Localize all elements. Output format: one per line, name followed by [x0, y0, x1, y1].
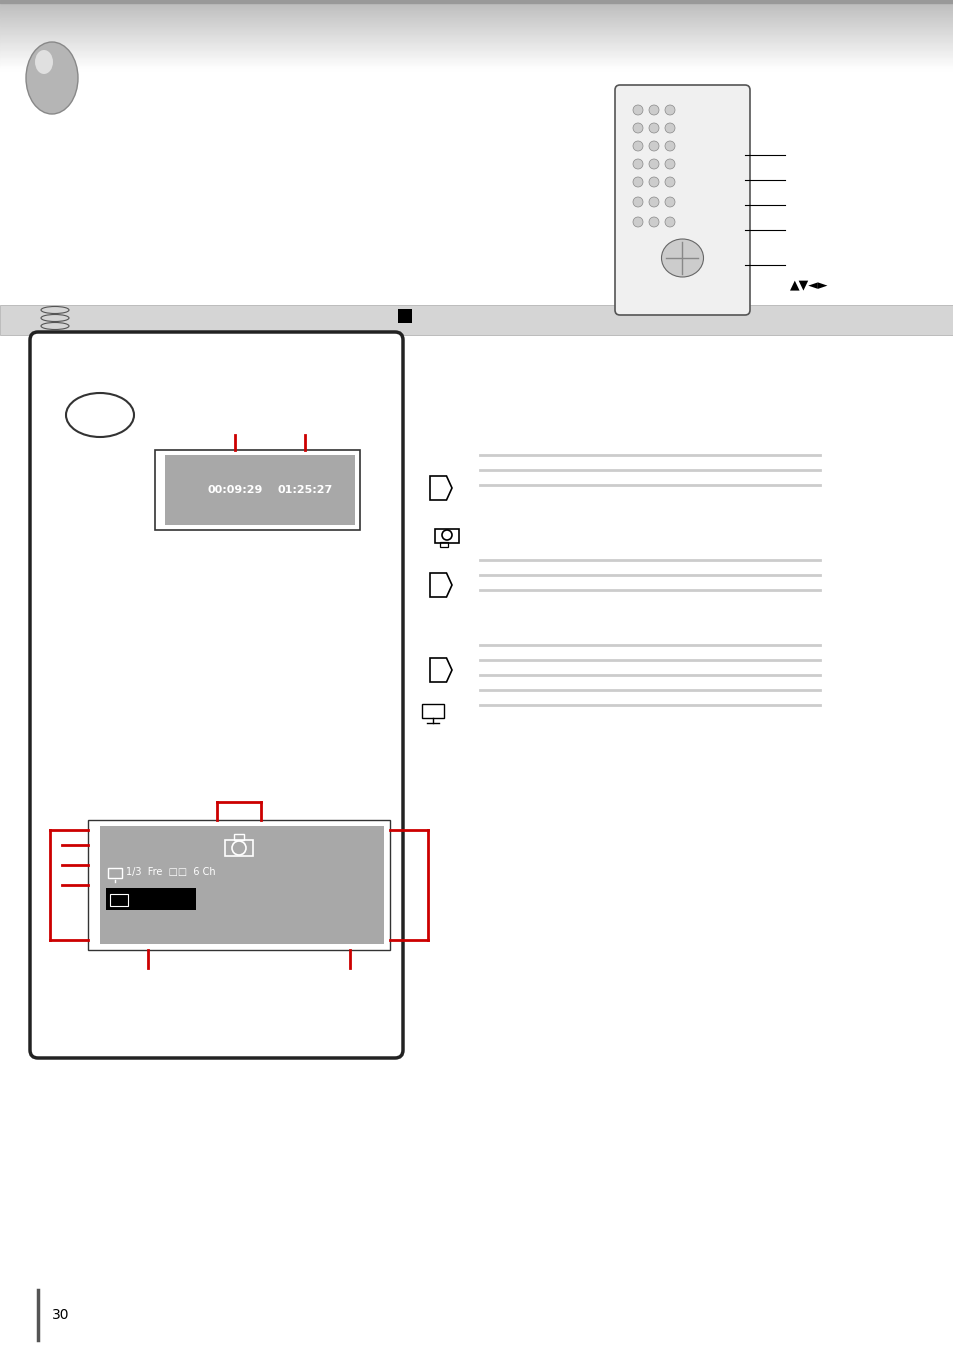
Ellipse shape: [648, 105, 659, 115]
Bar: [439, 542, 448, 547]
Ellipse shape: [664, 142, 675, 151]
Bar: [233, 834, 244, 840]
Ellipse shape: [648, 197, 659, 208]
Text: 00:09:29: 00:09:29: [207, 485, 262, 495]
Bar: [0, 0, 953, 3]
Ellipse shape: [648, 177, 659, 187]
Ellipse shape: [648, 142, 659, 151]
Ellipse shape: [633, 105, 642, 115]
Bar: [421, 704, 443, 718]
Ellipse shape: [66, 394, 133, 437]
Bar: [154, 450, 359, 530]
Ellipse shape: [633, 197, 642, 208]
Bar: [0, 305, 953, 336]
Ellipse shape: [664, 123, 675, 133]
FancyBboxPatch shape: [30, 332, 402, 1058]
Bar: [165, 456, 355, 524]
Text: 01:25:27: 01:25:27: [277, 485, 333, 495]
Ellipse shape: [648, 217, 659, 226]
Text: ▲▼◄►: ▲▼◄►: [789, 279, 827, 291]
Ellipse shape: [633, 123, 642, 133]
Bar: [225, 840, 253, 856]
Ellipse shape: [633, 177, 642, 187]
Ellipse shape: [35, 50, 53, 74]
Ellipse shape: [664, 177, 675, 187]
Ellipse shape: [660, 239, 702, 276]
Ellipse shape: [648, 159, 659, 168]
Ellipse shape: [664, 217, 675, 226]
Ellipse shape: [633, 142, 642, 151]
Ellipse shape: [633, 217, 642, 226]
Text: 30: 30: [52, 1308, 70, 1322]
Bar: [108, 868, 122, 878]
Ellipse shape: [648, 123, 659, 133]
Ellipse shape: [633, 159, 642, 168]
Ellipse shape: [664, 197, 675, 208]
Bar: [110, 894, 128, 906]
Bar: [88, 820, 390, 950]
Bar: [397, 309, 412, 324]
FancyBboxPatch shape: [615, 85, 749, 315]
Bar: [435, 528, 458, 543]
Bar: [100, 826, 384, 944]
Ellipse shape: [664, 159, 675, 168]
Bar: [106, 888, 195, 910]
Text: 1/3  Fre  □□  6 Ch: 1/3 Fre □□ 6 Ch: [126, 867, 215, 878]
Ellipse shape: [26, 42, 78, 115]
Ellipse shape: [664, 105, 675, 115]
